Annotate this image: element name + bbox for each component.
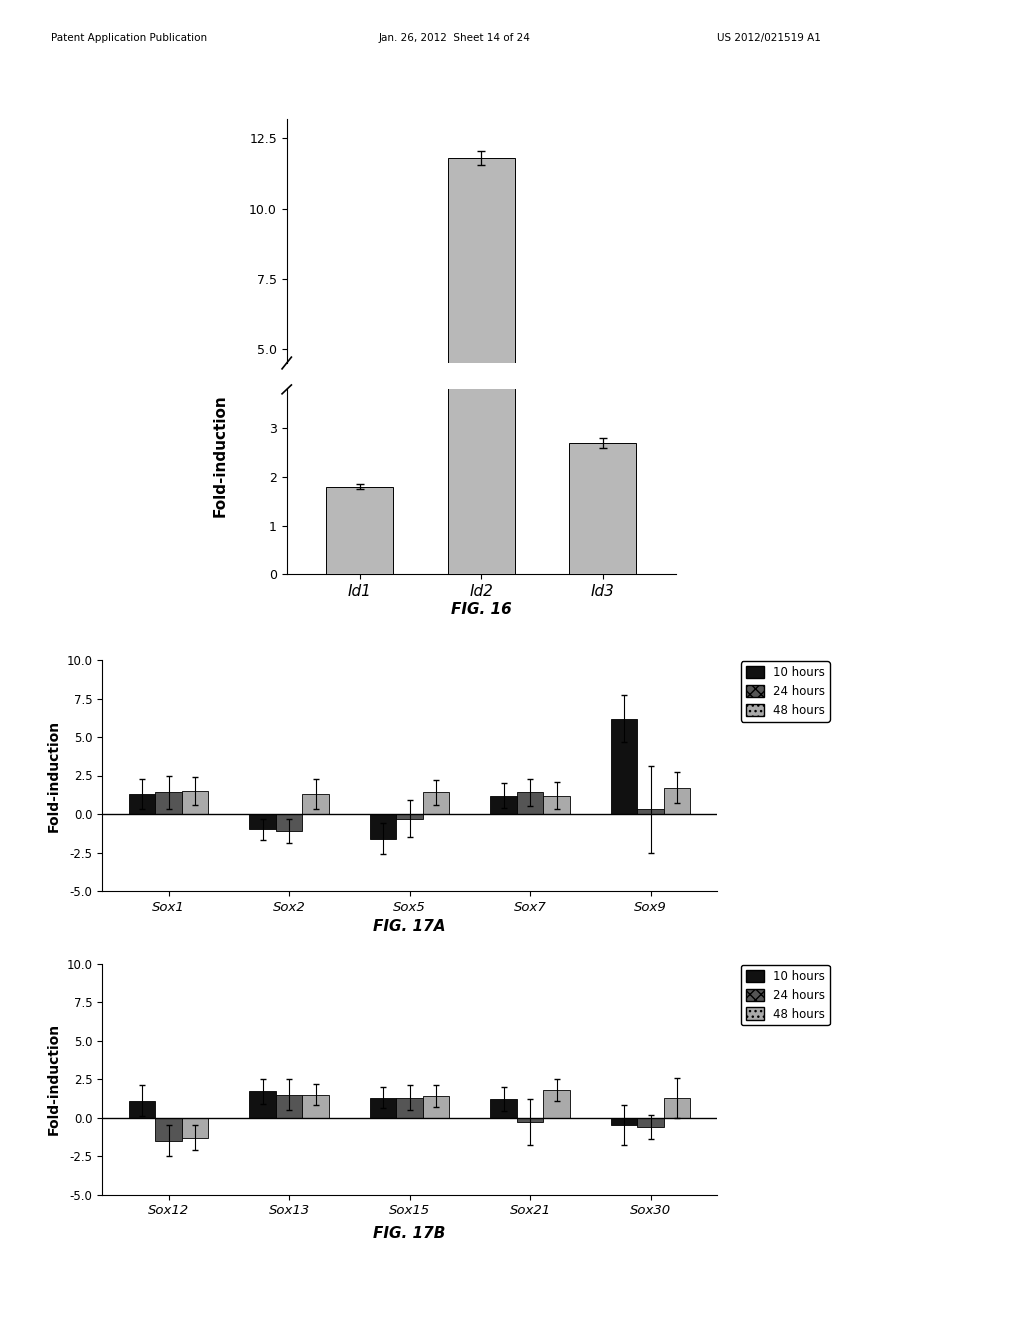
Bar: [370, 814, 396, 838]
Text: US 2012/021519 A1: US 2012/021519 A1: [717, 33, 820, 44]
Bar: [396, 1098, 423, 1118]
Bar: [423, 792, 450, 814]
Bar: [396, 814, 423, 818]
Bar: [327, 487, 393, 574]
Text: Jan. 26, 2012  Sheet 14 of 24: Jan. 26, 2012 Sheet 14 of 24: [379, 33, 530, 44]
Text: FIG. 17A: FIG. 17A: [374, 919, 445, 933]
Bar: [664, 1098, 690, 1118]
Bar: [129, 795, 156, 814]
Legend: 10 hours, 24 hours, 48 hours: 10 hours, 24 hours, 48 hours: [741, 965, 829, 1026]
Bar: [447, 0, 515, 574]
Bar: [182, 1118, 209, 1138]
Text: FIG. 16: FIG. 16: [451, 602, 512, 616]
Bar: [129, 1101, 156, 1118]
Bar: [250, 1092, 275, 1118]
Bar: [637, 809, 664, 814]
Y-axis label: Fold-induction: Fold-induction: [47, 719, 61, 832]
Bar: [156, 1118, 182, 1140]
Bar: [544, 796, 569, 814]
Bar: [447, 158, 515, 490]
Bar: [327, 438, 393, 490]
Legend: 10 hours, 24 hours, 48 hours: 10 hours, 24 hours, 48 hours: [741, 661, 829, 722]
Text: Fold-induction: Fold-induction: [213, 395, 227, 516]
Bar: [156, 792, 182, 814]
Bar: [250, 814, 275, 829]
Y-axis label: Fold-induction: Fold-induction: [47, 1023, 61, 1135]
Bar: [302, 1094, 329, 1118]
Bar: [610, 718, 637, 814]
Text: FIG. 17B: FIG. 17B: [374, 1226, 445, 1241]
Bar: [275, 1094, 302, 1118]
Bar: [569, 444, 636, 574]
Bar: [664, 788, 690, 814]
Bar: [490, 1100, 517, 1118]
Bar: [370, 1098, 396, 1118]
Bar: [517, 1118, 544, 1122]
Bar: [302, 795, 329, 814]
Bar: [569, 413, 636, 490]
Bar: [517, 792, 544, 814]
Bar: [610, 1118, 637, 1125]
Bar: [637, 1118, 664, 1127]
Bar: [182, 791, 209, 814]
Bar: [423, 1096, 450, 1118]
Bar: [490, 796, 517, 814]
Bar: [544, 1090, 569, 1118]
Text: Patent Application Publication: Patent Application Publication: [51, 33, 207, 44]
Bar: [275, 814, 302, 832]
